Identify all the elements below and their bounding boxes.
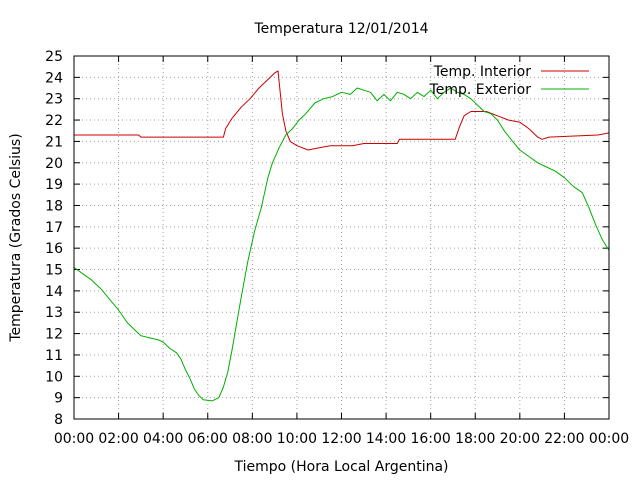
y-tick-labels: 8 9 10 11 12 13 14 15 16 17 18 19 20 21 22 23 24 25 [45,49,63,428]
y-tick-label: 14 [45,284,63,300]
y-tick-label: 21 [45,134,63,150]
plot-frame [73,55,610,420]
y-tick-label: 18 [45,198,63,214]
y-tick-label: 9 [54,391,63,407]
y-tick-label: 24 [45,70,63,86]
x-tick-label: 00:00 [589,431,629,447]
chart-title: Temperatura 12/01/2014 [253,21,428,37]
x-tick-label: 10:00 [277,431,317,447]
x-tick-labels: 00:00 02:00 04:00 06:00 08:00 10:00 12:00 14:00… [54,431,629,447]
x-tick-label: 18:00 [455,431,495,447]
x-tick-label: 16:00 [410,431,450,447]
y-tick-label: 15 [45,263,63,279]
x-tick-label: 22:00 [544,431,584,447]
y-tick-label: 12 [45,327,63,343]
grid-lines [74,56,609,419]
x-tick-label: 02:00 [98,431,138,447]
series-line-exterior [73,87,610,402]
y-tick-label: 8 [54,412,63,428]
x-tick-label: 06:00 [188,431,228,447]
x-tick-label: 00:00 [54,431,94,447]
y-axis-label: Temperatura (Grados Celsius) [8,133,24,342]
y-tick-label: 19 [45,177,63,193]
y-tick-label: 16 [45,241,63,257]
x-tick-label: 20:00 [500,431,540,447]
y-tick-label: 17 [45,220,63,236]
x-axis-label: Tiempo (Hora Local Argentina) [234,459,449,475]
y-tick-label: 22 [45,113,63,129]
legend-label: Temp. Interior [433,64,532,80]
x-tick-label: 14:00 [366,431,406,447]
series-line-interior [74,70,610,151]
x-tick-label: 12:00 [321,431,361,447]
y-tick-label: 25 [45,49,63,65]
x-tick-label: 04:00 [143,431,183,447]
series-group [73,70,610,402]
legend-label: Temp. Exterior [429,82,532,98]
y-tick-label: 10 [45,369,63,385]
y-tick-label: 20 [45,156,63,172]
legend: Temp. Interior Temp. Exterior [429,64,589,98]
y-tick-label: 13 [45,305,63,321]
y-tick-label: 23 [45,92,63,108]
x-tick-label: 08:00 [232,431,272,447]
y-tick-label: 11 [45,348,63,364]
